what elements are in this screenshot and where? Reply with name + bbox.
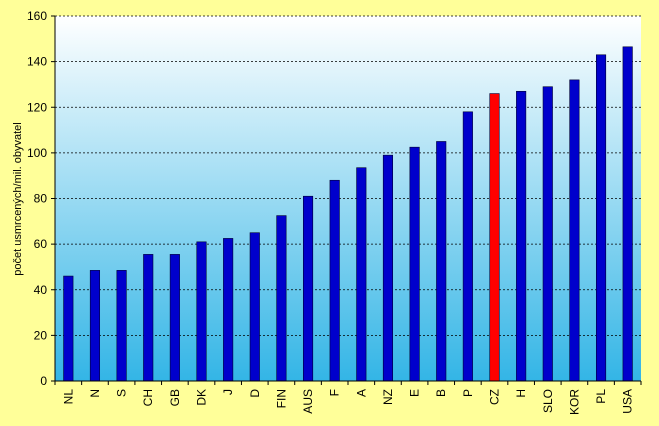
x-tick-label-pl: PL bbox=[594, 389, 608, 404]
y-tick-label: 40 bbox=[34, 283, 48, 297]
x-tick-label-slo: SLO bbox=[541, 389, 555, 413]
y-tick-label: 60 bbox=[34, 237, 48, 251]
bar-aus bbox=[302, 195, 314, 382]
bar-d bbox=[249, 232, 260, 382]
x-tick-label-a: A bbox=[354, 389, 368, 397]
bar-n bbox=[89, 270, 101, 382]
x-tick-label-kor: KOR bbox=[567, 389, 581, 415]
x-tick-label-cz: CZ bbox=[488, 389, 502, 405]
x-tick-label-e: E bbox=[408, 389, 422, 397]
y-tick-labels: 0 20 40 60 80 100 120 140 160 bbox=[27, 9, 47, 388]
x-tick-label-n: N bbox=[88, 389, 102, 398]
bar-p bbox=[462, 111, 473, 382]
y-tick-label: 80 bbox=[34, 192, 48, 206]
y-tick-label: 120 bbox=[27, 100, 47, 114]
bar-usa bbox=[622, 46, 633, 382]
x-tick-label-ch: CH bbox=[141, 389, 155, 406]
bar-j bbox=[223, 238, 234, 382]
y-tick-label: 0 bbox=[40, 374, 47, 388]
bar-nz bbox=[382, 154, 394, 382]
x-tick-label-aus: AUS bbox=[301, 389, 315, 414]
x-tick-label-nz: NZ bbox=[381, 389, 395, 405]
axes bbox=[51, 15, 642, 385]
x-tick-label-s: S bbox=[115, 389, 129, 397]
bar-a bbox=[356, 167, 367, 382]
y-tick-label: 160 bbox=[27, 9, 47, 23]
x-tick-label-b: B bbox=[434, 389, 448, 397]
x-tick-labels: NL N S CH GB DK J D FIN AUS F A NZ E B P CZ H SLO KOR PL USA bbox=[61, 389, 634, 415]
bar-kor bbox=[569, 79, 580, 382]
bar-pl bbox=[595, 54, 607, 382]
x-tick-label-h: H bbox=[514, 389, 528, 398]
x-tick-label-f: F bbox=[328, 389, 342, 396]
bar-cz bbox=[489, 93, 500, 382]
bar-ch bbox=[143, 254, 154, 382]
bar-gb bbox=[169, 254, 180, 382]
bar-fin bbox=[276, 215, 287, 382]
x-tick-label-gb: GB bbox=[168, 389, 182, 406]
x-tick-label-p: P bbox=[461, 389, 475, 397]
y-tick-label: 20 bbox=[34, 328, 48, 342]
y-tick-label: 140 bbox=[27, 55, 47, 69]
bar-slo bbox=[542, 86, 553, 382]
y-tick-label: 100 bbox=[27, 146, 47, 160]
bar-s bbox=[116, 270, 127, 382]
x-tick-label-dk: DK bbox=[195, 389, 209, 406]
bar-dk bbox=[196, 241, 207, 382]
x-tick-label-usa: USA bbox=[621, 389, 635, 414]
bar-e bbox=[409, 146, 420, 382]
bar-nl bbox=[63, 275, 74, 382]
bars bbox=[63, 46, 633, 382]
bar-f bbox=[329, 179, 340, 382]
x-tick-label-fin: FIN bbox=[274, 389, 288, 408]
y-axis-title: počet usmrcených/mil. obyvatel bbox=[12, 122, 24, 275]
x-tick-label-j: J bbox=[221, 389, 235, 395]
x-tick-label-nl: NL bbox=[61, 389, 75, 405]
bar-b bbox=[436, 141, 447, 382]
x-tick-label-d: D bbox=[248, 389, 262, 398]
bar-h bbox=[516, 90, 527, 382]
